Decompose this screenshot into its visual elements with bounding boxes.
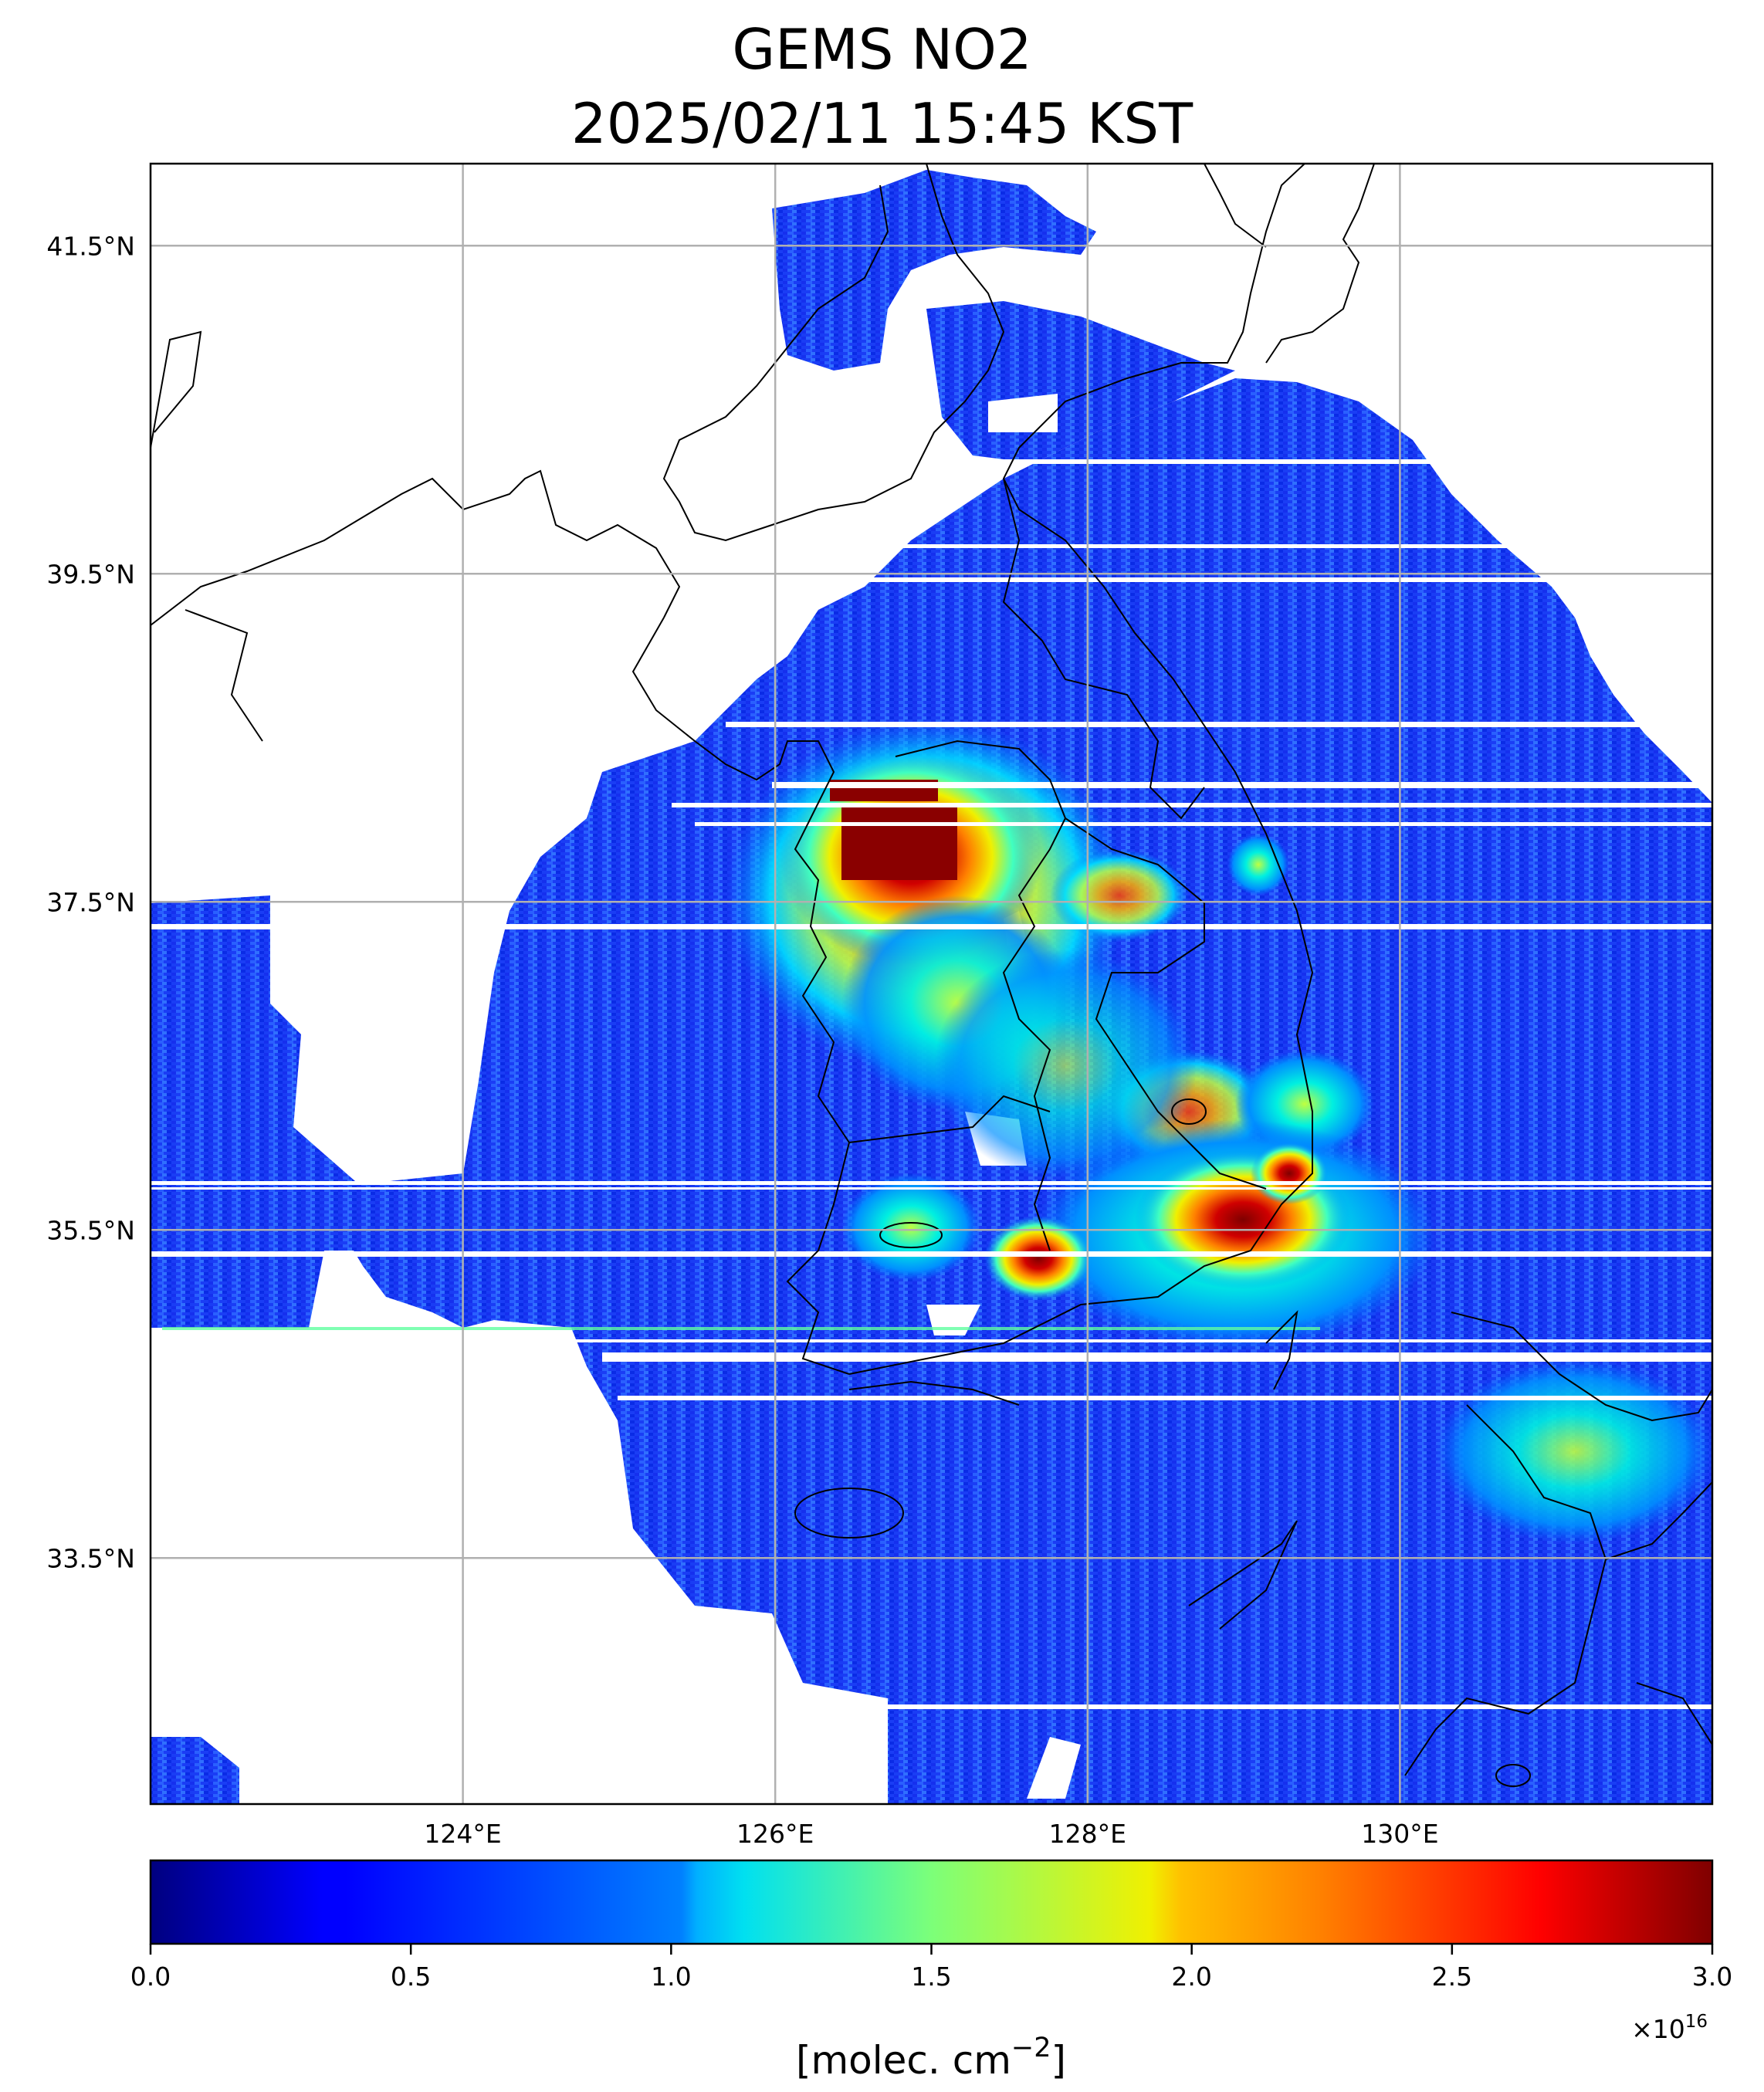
west-swath-patch: [151, 895, 371, 1328]
north-swath-patch: [772, 170, 1096, 371]
colorbar-tick-label: 1.0: [651, 1962, 691, 1992]
map-title: GEMS NO2: [732, 17, 1032, 82]
southwest-corner-patch: [151, 1737, 239, 1804]
longitude-tick-label: 124°E: [424, 1819, 501, 1849]
hotspot-seoul-core: [841, 803, 957, 880]
hotspot-gwangyang: [984, 1216, 1092, 1301]
colorbar-tick-label: 1.5: [911, 1962, 951, 1992]
latitude-tick-label: 39.5°N: [46, 559, 135, 589]
latitude-tick-labels: 41.5°N 39.5°N 37.5°N 35.5°N 33.5°N: [46, 231, 135, 1573]
coastlines-borders: [151, 164, 1712, 1787]
colorbar-ticks: 0.0 0.5 1.0 1.5 2.0 2.5 3.0: [130, 1944, 1732, 1992]
map-frame: [149, 162, 1714, 1806]
latitude-tick-label: 41.5°N: [46, 231, 135, 261]
longitude-tick-label: 130°E: [1361, 1819, 1438, 1849]
colorbar-tick-label: 0.5: [391, 1962, 431, 1992]
colorbar-multiplier: ×1016: [1631, 2012, 1708, 2044]
colorbar-tick-label: 3.0: [1692, 1962, 1732, 1992]
hotspot-gangneung: [1227, 834, 1289, 895]
longitude-tick-label: 126°E: [736, 1819, 814, 1849]
longitude-tick-labels: 124°E 126°E 128°E 130°E: [424, 1819, 1438, 1849]
colorbar-tick-label: 2.0: [1171, 1962, 1211, 1992]
latitude-tick-label: 37.5°N: [46, 887, 135, 917]
colorbar: [149, 1859, 1714, 1945]
hotspot-inland-korea: [934, 950, 1197, 1181]
cloud-gap: [988, 394, 1058, 432]
colorbar-tick-label: 0.0: [130, 1962, 171, 1992]
longitude-tick-label: 128°E: [1049, 1819, 1126, 1849]
map-gridlines: [151, 164, 1712, 1804]
latitude-tick-label: 35.5°N: [46, 1215, 135, 1245]
map-subtitle-timestamp: 2025/02/11 15:45 KST: [571, 91, 1193, 156]
colorbar-unit-label: [molec. cm−2]: [796, 2033, 1066, 2083]
hotspot-busan-north: [1251, 1142, 1328, 1204]
scanline-artifact: [162, 1327, 1320, 1330]
colorbar-tick-label: 2.5: [1432, 1962, 1472, 1992]
hotspot-wonju: [1050, 849, 1189, 942]
cloud-gap: [1027, 1737, 1081, 1799]
latitude-tick-label: 33.5°N: [46, 1543, 135, 1573]
hotspot-fukuoka: [1436, 1359, 1712, 1544]
west-swath-patch-lower: [317, 1173, 494, 1328]
